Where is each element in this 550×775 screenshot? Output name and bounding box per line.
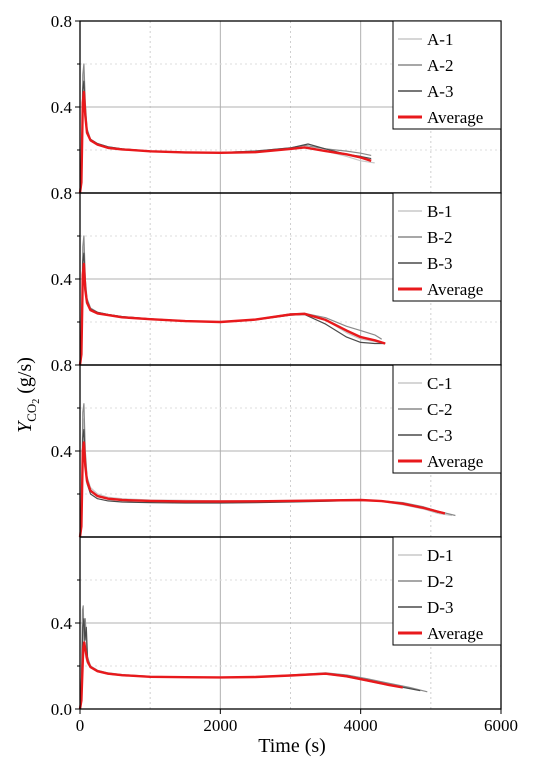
series-line-d-d-3 bbox=[79, 618, 421, 710]
y-tick-label: 0.0 bbox=[51, 700, 72, 719]
y-tick-label: 0.4 bbox=[51, 442, 73, 461]
y-axis-title-sub: CO bbox=[24, 404, 39, 422]
x-tick-label: 6000 bbox=[484, 716, 518, 735]
series-line-c-average bbox=[78, 441, 446, 538]
series-line-c-c-3 bbox=[79, 428, 445, 538]
legend-label: D-3 bbox=[427, 598, 453, 617]
legend-label: C-3 bbox=[427, 426, 453, 445]
y-tick-label: 0.8 bbox=[51, 356, 72, 375]
legend-label: B-3 bbox=[427, 254, 453, 273]
series-layer bbox=[78, 63, 456, 710]
y-axis-title-main: Y bbox=[14, 420, 36, 433]
y-tick-label: 0.4 bbox=[51, 270, 73, 289]
x-tick-label: 4000 bbox=[344, 716, 378, 735]
series-line-b-b-1 bbox=[79, 246, 386, 366]
series-line-a-a-2 bbox=[79, 63, 372, 194]
legend-label: Average bbox=[427, 108, 483, 127]
tick-labels-layer: 0.4 0.8 0.4 0.8 0.4 0.8 0.0 0.4 0 2000 4000 6000 bbox=[51, 12, 518, 735]
legends-layer: A-1 A-2 A-3 Average B-1 B-2 B-3 Average C-1 C-2 C-… bbox=[392, 20, 502, 646]
legend-label: Average bbox=[427, 624, 483, 643]
legend-label: Average bbox=[427, 280, 483, 299]
legend-label: A-2 bbox=[427, 56, 453, 75]
x-tick-label: 2000 bbox=[203, 716, 237, 735]
legend-label: D-2 bbox=[427, 572, 453, 591]
y-axis-title: YCO2 (g/s) bbox=[14, 357, 42, 433]
series-line-b-b-2 bbox=[79, 235, 383, 366]
legend-label: Average bbox=[427, 452, 483, 471]
legend-label: B-2 bbox=[427, 228, 453, 247]
legend-label: D-1 bbox=[427, 546, 453, 565]
y-axis-title-subsub: 2 bbox=[31, 399, 42, 404]
y-axis-title-unit: (g/s) bbox=[14, 357, 36, 399]
y-tick-label: 0.8 bbox=[51, 184, 72, 203]
series-line-a-a-1 bbox=[79, 72, 375, 194]
x-tick-label: 0 bbox=[76, 716, 85, 735]
series-line-a-average bbox=[78, 90, 372, 194]
series-line-a-a-3 bbox=[79, 80, 372, 194]
y-tick-label: 0.4 bbox=[51, 98, 73, 117]
legend-label: B-1 bbox=[427, 202, 453, 221]
series-line-b-average bbox=[78, 262, 386, 366]
y-tick-label: 0.8 bbox=[51, 12, 72, 31]
x-axis-title: Time (s) bbox=[258, 735, 326, 757]
y-tick-label: 0.4 bbox=[51, 614, 73, 633]
series-line-d-average bbox=[78, 641, 404, 710]
legend-label: C-2 bbox=[427, 400, 453, 419]
series-line-b-b-3 bbox=[79, 252, 386, 366]
legend-label: C-1 bbox=[427, 374, 453, 393]
legend-label: A-1 bbox=[427, 30, 453, 49]
legend-label: A-3 bbox=[427, 82, 453, 101]
series-line-d-d-2 bbox=[79, 605, 428, 710]
